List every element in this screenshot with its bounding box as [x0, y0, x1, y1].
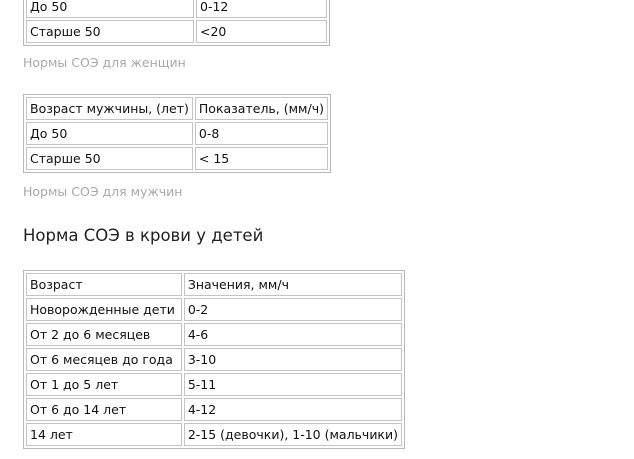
- women-table-caption: Нормы СОЭ для женщин: [23, 55, 186, 70]
- table-cell: От 1 до 5 лет: [26, 373, 182, 396]
- table-row: От 6 до 14 лет 4-12: [26, 398, 402, 421]
- table-cell: Старше 50: [26, 147, 193, 170]
- table-row: Старше 50 < 15: [26, 147, 328, 170]
- table-header-cell: Возраст: [26, 273, 182, 296]
- table-row: Старше 50 <20: [26, 20, 327, 43]
- men-norms-table: Возраст мужчины, (лет) Показатель, (мм/ч)…: [23, 94, 331, 173]
- children-norms-table: Возраст Значения, мм/ч Новорожденные дети…: [23, 270, 405, 449]
- table-cell: Новорожденные дети: [26, 298, 182, 321]
- children-section-heading: Норма СОЭ в крови у детей: [23, 226, 264, 245]
- table-cell: 0-2: [183, 298, 402, 321]
- table-header-row: Возраст мужчины, (лет) Показатель, (мм/ч): [26, 97, 328, 120]
- table-cell: До 50: [26, 0, 194, 18]
- table-cell: <20: [196, 20, 327, 43]
- table-cell: 4-6: [183, 323, 402, 346]
- table-row: До 50 0-8: [26, 122, 328, 145]
- table-cell: От 2 до 6 месяцев: [26, 323, 182, 346]
- table-cell: 4-12: [183, 398, 402, 421]
- table-header-cell: Возраст мужчины, (лет): [26, 97, 193, 120]
- table-cell: От 6 до 14 лет: [26, 398, 182, 421]
- table-cell: 0-8: [194, 122, 328, 145]
- table-row: От 1 до 5 лет 5-11: [26, 373, 402, 396]
- table-row: До 50 0-12: [26, 0, 327, 18]
- table-cell: 3-10: [183, 348, 402, 371]
- table-row: 14 лет 2-15 (девочки), 1-10 (мальчики): [26, 423, 402, 446]
- table-cell: 2-15 (девочки), 1-10 (мальчики): [183, 423, 402, 446]
- table-header-cell: Показатель, (мм/ч): [194, 97, 328, 120]
- women-norms-table: До 50 0-12 Старше 50 <20: [23, 0, 330, 46]
- table-cell: < 15: [194, 147, 328, 170]
- table-cell: 14 лет: [26, 423, 182, 446]
- table-header-row: Возраст Значения, мм/ч: [26, 273, 402, 296]
- men-table-caption: Нормы СОЭ для мужчин: [23, 184, 183, 199]
- table-cell: От 6 месяцев до года: [26, 348, 182, 371]
- table-row: Новорожденные дети 0-2: [26, 298, 402, 321]
- table-header-cell: Значения, мм/ч: [183, 273, 402, 296]
- table-cell: 0-12: [196, 0, 327, 18]
- table-cell: До 50: [26, 122, 193, 145]
- table-cell: Старше 50: [26, 20, 194, 43]
- table-row: От 6 месяцев до года 3-10: [26, 348, 402, 371]
- table-row: От 2 до 6 месяцев 4-6: [26, 323, 402, 346]
- table-cell: 5-11: [183, 373, 402, 396]
